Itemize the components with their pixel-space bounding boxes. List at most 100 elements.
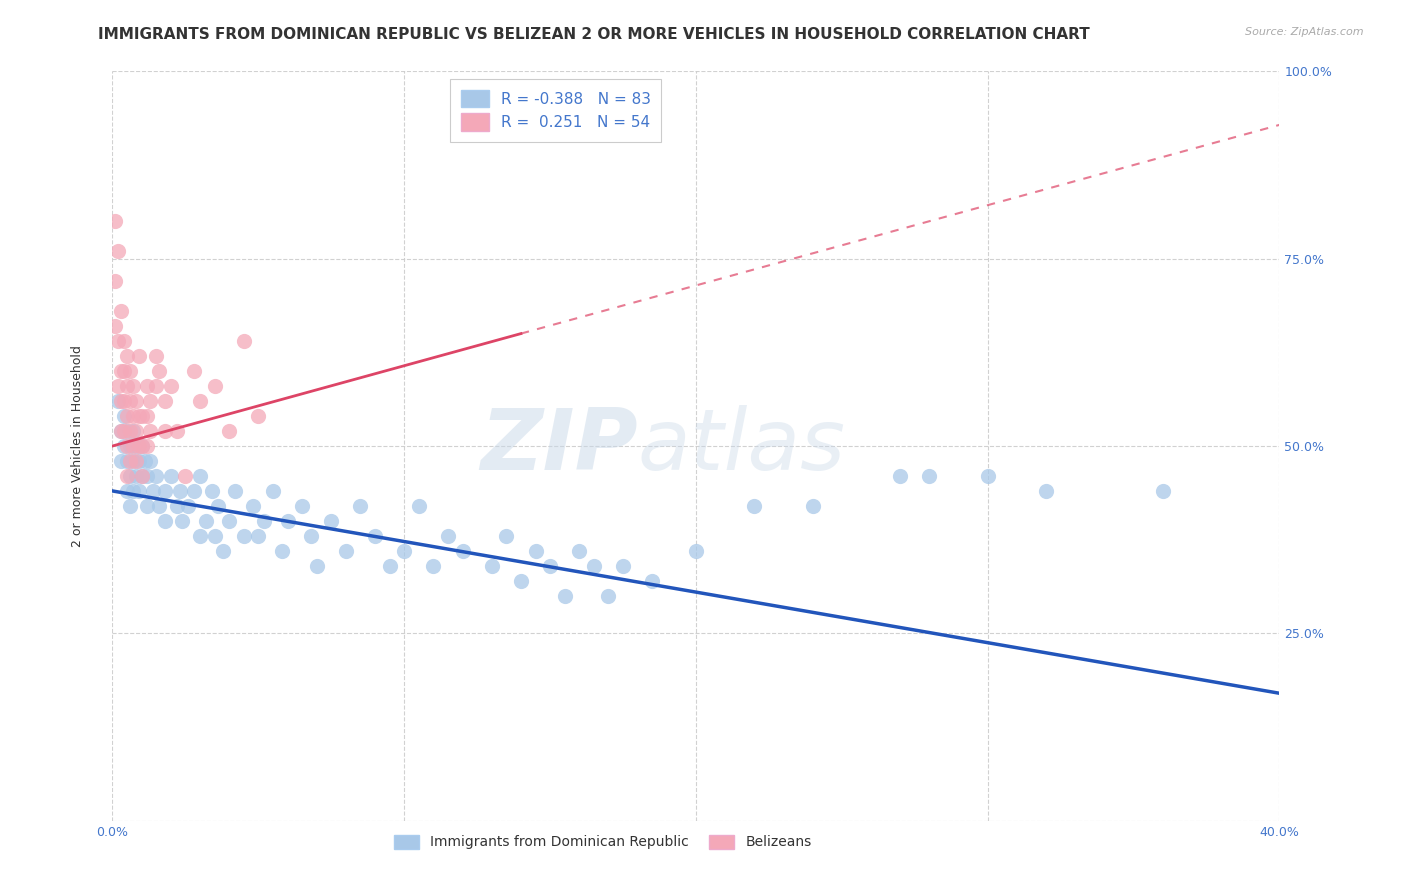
Point — [145, 469, 167, 483]
Point — [107, 334, 129, 348]
Point — [153, 424, 176, 438]
Point — [110, 364, 132, 378]
Point — [118, 424, 141, 438]
Point — [207, 499, 229, 513]
Point — [128, 454, 150, 468]
Point — [110, 424, 132, 438]
Point — [112, 334, 135, 348]
Point — [104, 214, 127, 228]
Point — [153, 514, 176, 528]
Point — [128, 439, 150, 453]
Point — [122, 439, 145, 453]
Point — [335, 544, 357, 558]
Point — [568, 544, 591, 558]
Point — [641, 574, 664, 588]
Point — [166, 424, 188, 438]
Point — [107, 244, 129, 259]
Point — [1035, 483, 1057, 498]
Point — [160, 379, 183, 393]
Point — [145, 379, 167, 393]
Point — [128, 409, 150, 423]
Point — [125, 424, 148, 438]
Point — [131, 469, 153, 483]
Point — [118, 439, 141, 453]
Point — [112, 409, 135, 423]
Point — [125, 439, 148, 453]
Point — [104, 274, 127, 288]
Point — [305, 558, 328, 573]
Point — [122, 483, 145, 498]
Point — [136, 469, 159, 483]
Point — [976, 469, 998, 483]
Point — [188, 394, 211, 409]
Point — [122, 454, 145, 468]
Point — [169, 483, 191, 498]
Point — [224, 483, 246, 498]
Point — [349, 499, 371, 513]
Point — [139, 394, 162, 409]
Point — [136, 379, 159, 393]
Point — [538, 558, 561, 573]
Point — [889, 469, 911, 483]
Point — [139, 454, 162, 468]
Point — [262, 483, 284, 498]
Point — [1152, 483, 1174, 498]
Point — [918, 469, 941, 483]
Point — [194, 514, 217, 528]
Point — [291, 499, 314, 513]
Point — [378, 558, 401, 573]
Point — [107, 394, 129, 409]
Point — [509, 574, 531, 588]
Point — [131, 439, 153, 453]
Point — [495, 529, 517, 543]
Point — [110, 424, 132, 438]
Point — [153, 394, 176, 409]
Point — [188, 529, 211, 543]
Point — [598, 589, 620, 603]
Point — [183, 364, 205, 378]
Point — [481, 558, 503, 573]
Point — [145, 349, 167, 363]
Point — [801, 499, 824, 513]
Point — [451, 544, 474, 558]
Point — [131, 409, 153, 423]
Point — [364, 529, 387, 543]
Point — [104, 319, 127, 334]
Point — [232, 334, 254, 348]
Point — [115, 409, 138, 423]
Point — [136, 499, 159, 513]
Point — [212, 544, 235, 558]
Point — [122, 409, 145, 423]
Point — [148, 499, 170, 513]
Text: IMMIGRANTS FROM DOMINICAN REPUBLIC VS BELIZEAN 2 OR MORE VEHICLES IN HOUSEHOLD C: IMMIGRANTS FROM DOMINICAN REPUBLIC VS BE… — [98, 27, 1090, 42]
Point — [160, 469, 183, 483]
Point — [125, 394, 148, 409]
Point — [183, 483, 205, 498]
Point — [118, 394, 141, 409]
Point — [177, 499, 200, 513]
Point — [685, 544, 707, 558]
Point — [128, 483, 150, 498]
Point — [110, 394, 132, 409]
Text: atlas: atlas — [638, 404, 845, 488]
Point — [125, 454, 148, 468]
Point — [218, 424, 240, 438]
Point — [321, 514, 343, 528]
Point — [125, 469, 148, 483]
Point — [188, 469, 211, 483]
Point — [422, 558, 444, 573]
Point — [270, 544, 292, 558]
Point — [742, 499, 765, 513]
Point — [118, 469, 141, 483]
Text: ZIP: ZIP — [479, 404, 638, 488]
Point — [115, 439, 138, 453]
Point — [136, 439, 159, 453]
Point — [204, 529, 226, 543]
Point — [204, 379, 226, 393]
Point — [131, 439, 153, 453]
Point — [218, 514, 240, 528]
Point — [142, 483, 165, 498]
Point — [112, 439, 135, 453]
Point — [115, 469, 138, 483]
Point — [112, 394, 135, 409]
